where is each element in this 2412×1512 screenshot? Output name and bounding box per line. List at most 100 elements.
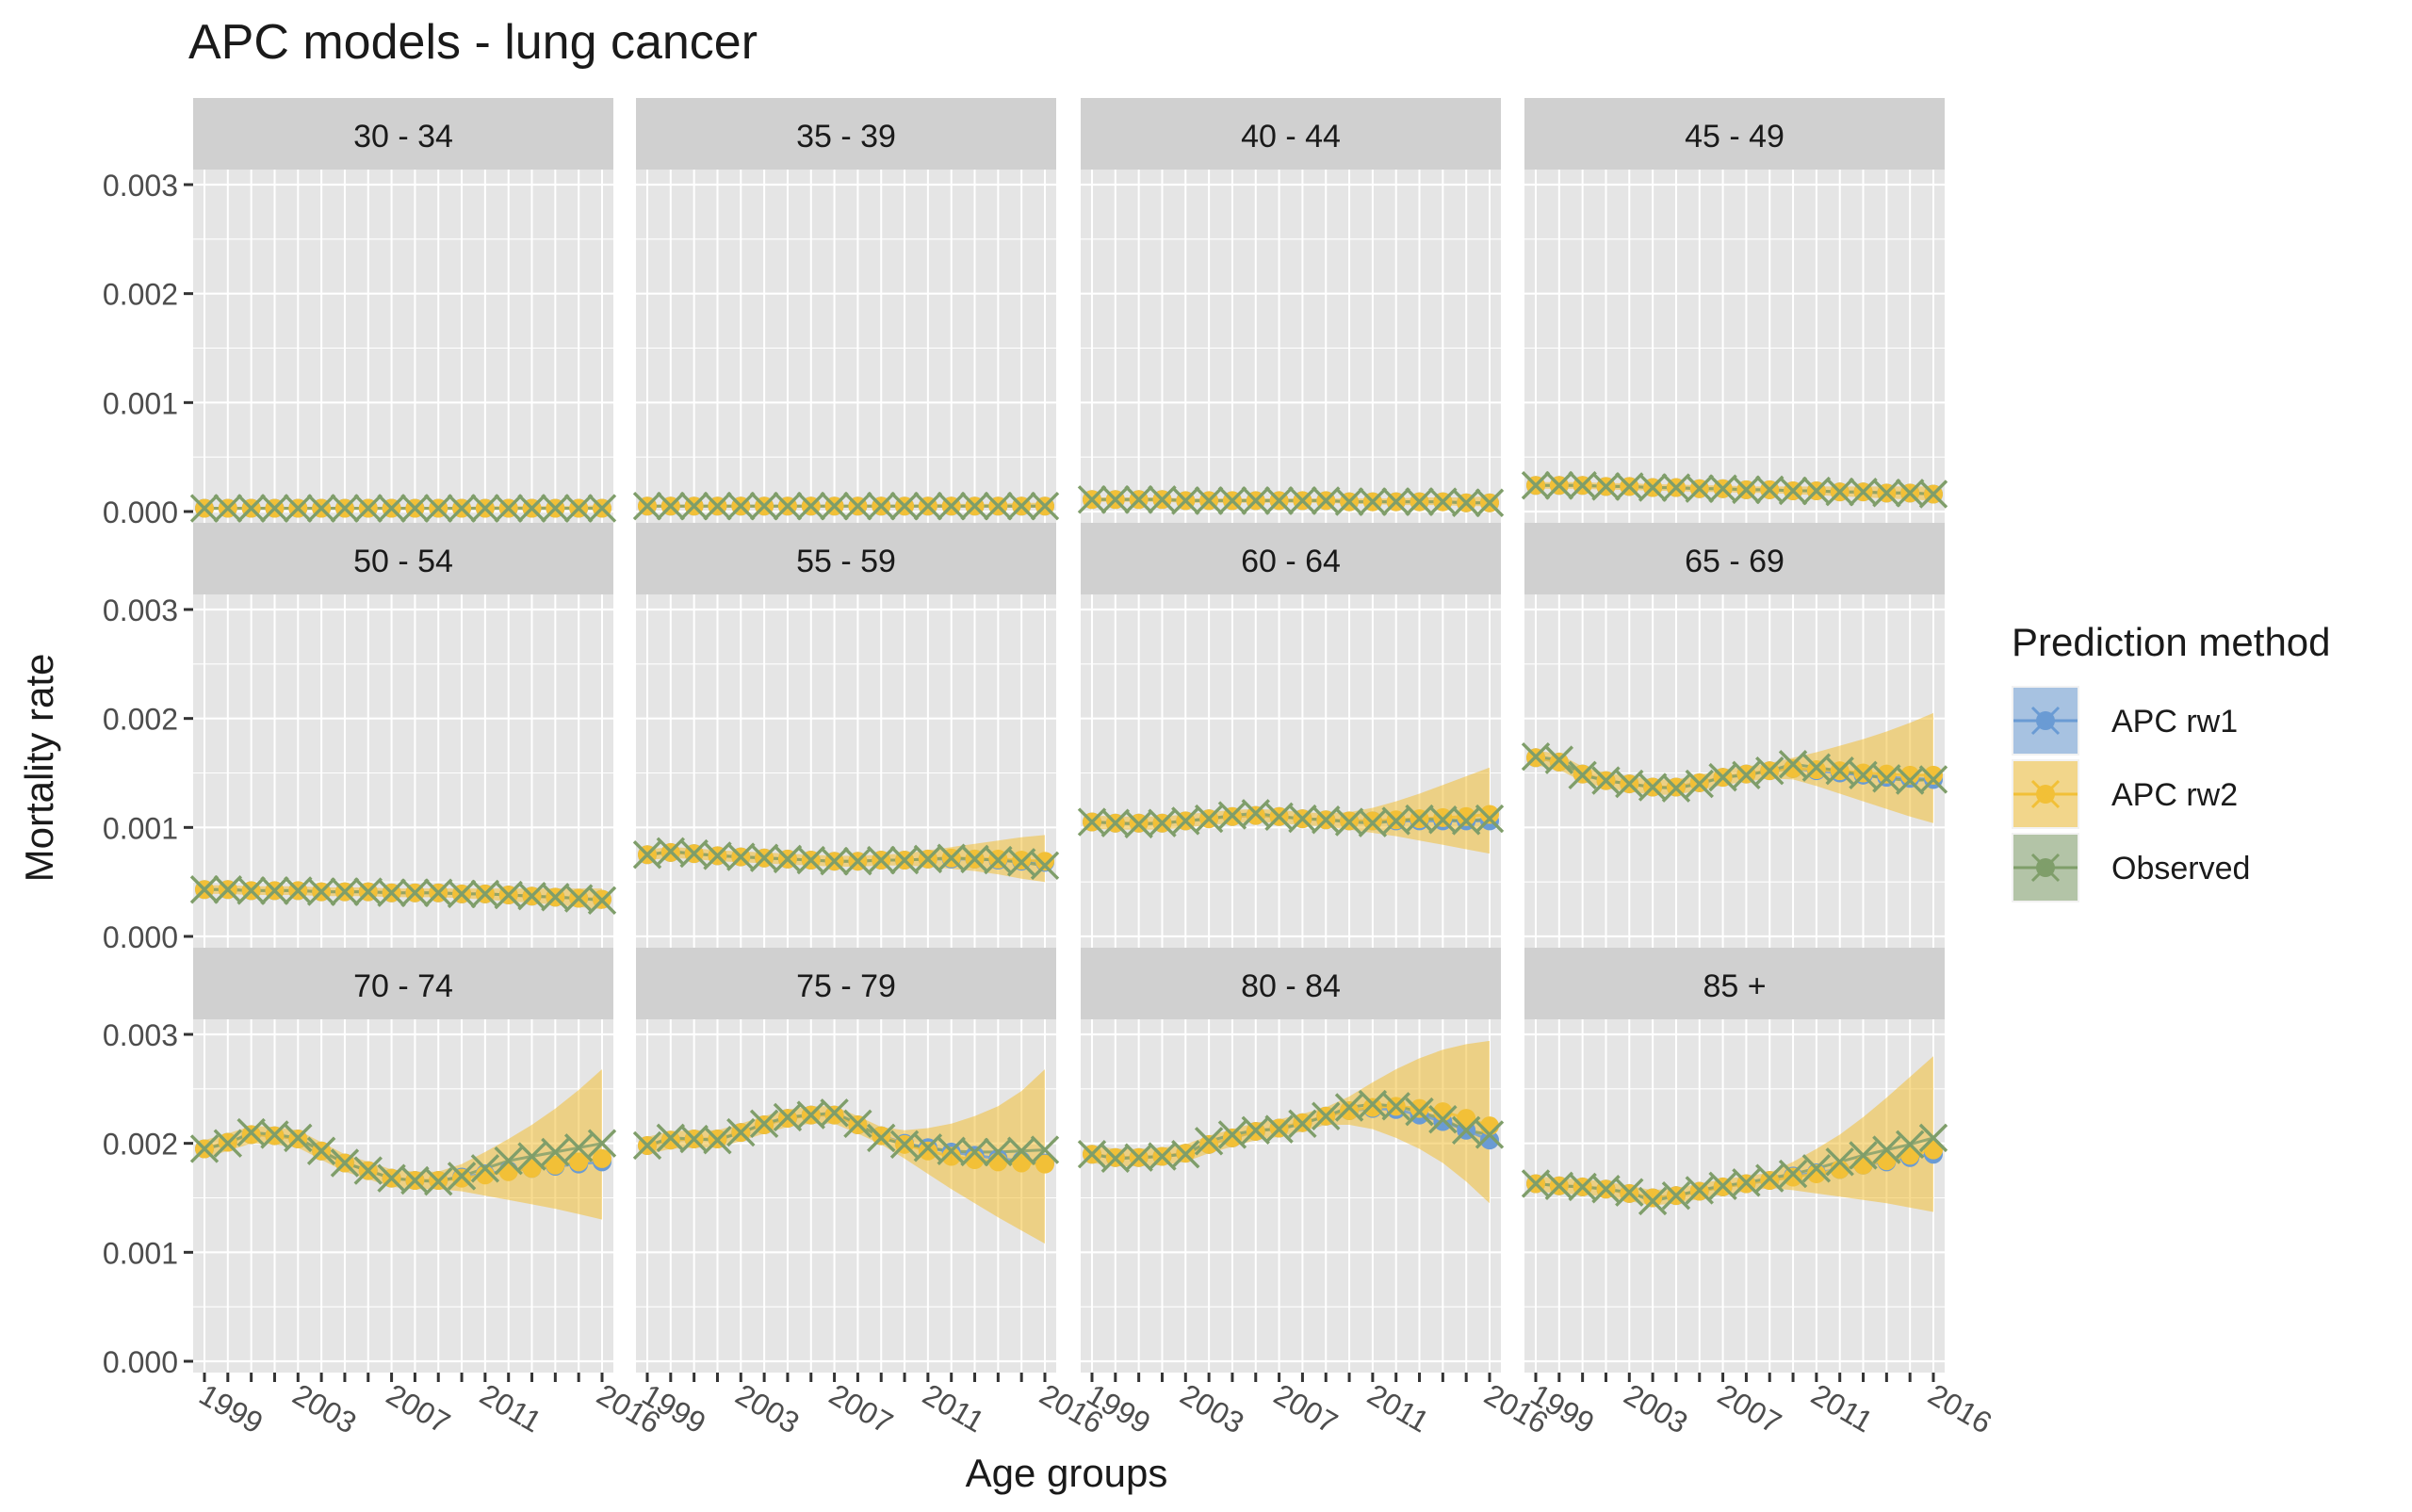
chart-title: APC models - lung cancer	[188, 15, 758, 70]
observed-point-stroke	[1732, 1168, 1761, 1197]
observed-point-stroke	[984, 1137, 1013, 1167]
observed-point-stroke	[1451, 1115, 1481, 1145]
observed-point-stroke	[1405, 487, 1434, 516]
facet-strip-label: 70 - 74	[353, 968, 453, 1004]
observed-point	[749, 1109, 779, 1139]
observed-point-stroke	[1918, 765, 1948, 794]
observed-point-stroke	[1685, 474, 1714, 503]
observed-point-stroke	[563, 1133, 594, 1162]
legend: Prediction method APC rw1 APC rw2 Observed	[2012, 620, 2331, 902]
observed-point-stroke	[1100, 485, 1131, 514]
facet-strip	[1524, 98, 1945, 170]
facet-strip-label: 30 - 34	[353, 119, 453, 154]
observed-point	[1918, 1123, 1948, 1153]
observed-point-stroke	[353, 1156, 383, 1185]
observed-point	[1568, 471, 1597, 500]
observed-point	[1872, 479, 1901, 508]
observed-point-stroke	[1895, 766, 1925, 795]
observed-point	[1638, 1186, 1668, 1216]
observed-point	[284, 494, 313, 523]
observed-point-stroke	[1708, 762, 1737, 792]
observed-point-stroke	[1661, 473, 1691, 502]
facet-strip-label: 60 - 64	[1241, 544, 1341, 579]
observed-point	[679, 492, 709, 521]
rw1-point	[1480, 1130, 1499, 1150]
observed-point	[447, 879, 477, 909]
observed-point-stroke	[1755, 756, 1785, 786]
observed-point	[353, 494, 383, 523]
observed-point-stroke	[587, 886, 617, 916]
observed-point-stroke	[889, 1130, 920, 1160]
observed-point	[726, 492, 756, 521]
observed-point-stroke	[189, 494, 220, 523]
observed-point-stroke	[1685, 769, 1714, 799]
observed-point-stroke	[563, 884, 594, 913]
observed-point	[1825, 477, 1854, 507]
observed-point-stroke	[1638, 473, 1668, 502]
observed-point	[1381, 1092, 1410, 1121]
observed-point	[960, 1137, 989, 1167]
facet-strip-label: 80 - 84	[1241, 968, 1341, 1004]
observed-point-stroke	[1872, 764, 1901, 793]
observed-point	[1194, 804, 1224, 834]
observed-point-stroke	[1405, 804, 1434, 834]
observed-point-stroke	[1615, 472, 1644, 501]
observed-point	[1918, 480, 1948, 509]
observed-point	[1849, 1141, 1878, 1170]
observed-point-stroke	[494, 880, 523, 910]
facet-strip	[1081, 948, 1501, 1019]
legend-item: APC rw1	[2012, 686, 2238, 756]
observed-point	[796, 845, 825, 875]
observed-point-stroke	[377, 1163, 406, 1193]
observed-point	[679, 1124, 709, 1154]
observed-point	[1708, 762, 1737, 792]
rw2-uncertainty-ribbon	[1092, 767, 1490, 854]
observed-point-stroke	[400, 494, 430, 523]
observed-point-stroke	[1778, 1159, 1808, 1189]
observed-point-stroke	[1591, 1175, 1621, 1204]
observed-point-stroke	[1801, 476, 1832, 506]
observed-point	[213, 875, 243, 904]
observed-point	[1030, 1135, 1060, 1164]
observed-point	[1778, 750, 1808, 779]
legend-item: APC rw2	[2012, 759, 2238, 829]
facet-strip-label: 75 - 79	[796, 968, 896, 1004]
observed-point-stroke	[1217, 486, 1247, 515]
observed-point-stroke	[703, 841, 732, 870]
rw2-point	[988, 1152, 1008, 1172]
observed-point	[960, 844, 989, 874]
legend-entry-label: APC rw1	[2111, 704, 2238, 740]
observed-point-stroke	[703, 492, 732, 521]
observed-point-stroke	[1825, 1147, 1854, 1177]
observed-point-stroke	[1148, 1142, 1177, 1171]
observed-point-stroke	[284, 494, 313, 523]
observed-point-stroke	[749, 492, 779, 521]
observed-point	[679, 838, 709, 869]
observed-point	[843, 492, 872, 521]
observed-point-stroke	[260, 876, 289, 905]
observed-point	[1708, 474, 1737, 503]
facet-panel: 65 - 69	[1521, 523, 1948, 948]
gridlines	[193, 170, 613, 523]
observed-point	[1148, 485, 1177, 514]
observed-point-stroke	[1615, 1178, 1644, 1207]
observed-point-stroke	[1661, 773, 1691, 803]
observed-point-stroke	[796, 1100, 825, 1130]
observed-point-stroke	[1334, 1093, 1364, 1122]
observed-point-stroke	[1825, 477, 1854, 507]
facet-strip-label: 65 - 69	[1685, 544, 1785, 579]
observed-point-stroke	[1171, 486, 1200, 515]
facet-strip	[636, 523, 1056, 594]
observed-point	[843, 846, 872, 876]
observed-point-stroke	[1148, 485, 1177, 514]
observed-point-stroke	[377, 494, 406, 523]
observed-point-stroke	[1428, 805, 1458, 835]
observed-point	[1801, 476, 1832, 506]
observed-point	[1100, 1144, 1131, 1174]
legend-title: Prediction method	[2012, 620, 2331, 664]
observed-point	[1685, 474, 1714, 503]
observed-point-stroke	[1638, 772, 1668, 802]
legend-entry-label: Observed	[2111, 851, 2250, 886]
observed-point	[330, 877, 360, 906]
panel-background	[1081, 594, 1501, 948]
